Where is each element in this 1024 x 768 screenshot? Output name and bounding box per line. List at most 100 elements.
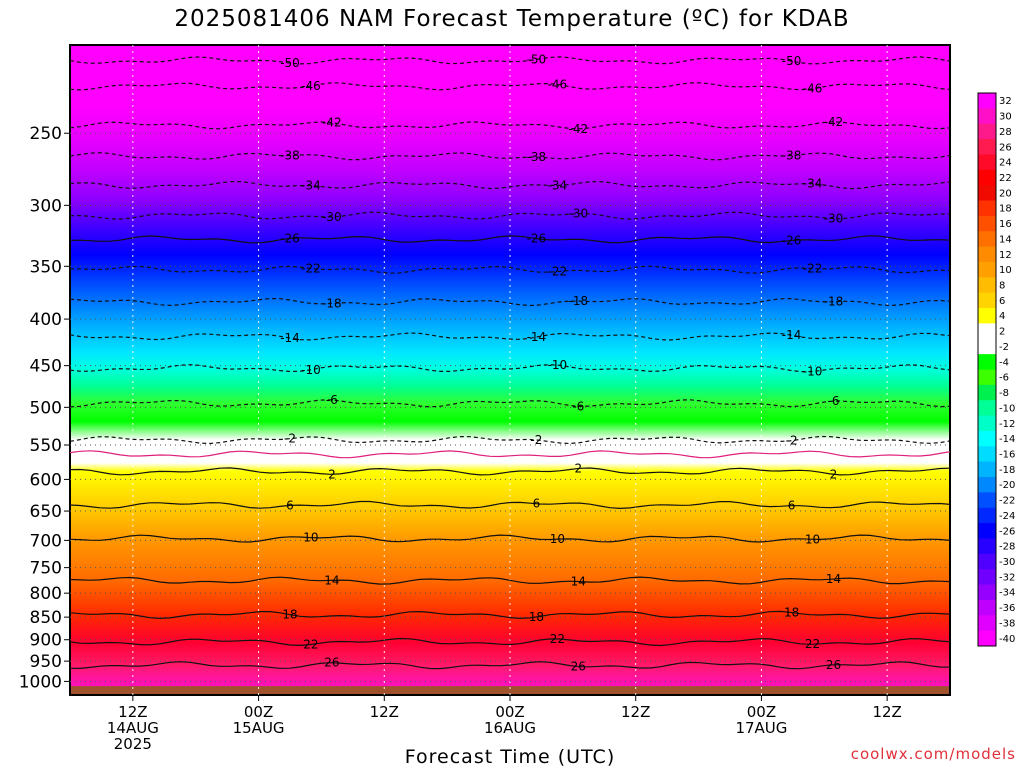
colorbar-swatch (978, 139, 996, 155)
contour-label: -46 (803, 82, 823, 96)
y-tick-label: 650 (30, 502, 62, 522)
colorbar-label: 30 (999, 112, 1012, 123)
colorbar-label: 24 (999, 158, 1012, 169)
contour-label: -6 (326, 393, 338, 407)
y-tick-label: 250 (30, 124, 62, 144)
contour-label: -14 (527, 330, 547, 344)
contour-label: 14 (571, 575, 586, 589)
x-axis-label: Forecast Time (UTC) (404, 746, 616, 768)
contour-label: 6 (788, 499, 796, 513)
colorbar-label: -32 (999, 572, 1015, 583)
y-tick-label: 600 (30, 470, 62, 490)
contour-label: -42 (569, 122, 589, 136)
colorbar-label: -22 (999, 496, 1015, 507)
x-tick-label: 16AUG (484, 719, 536, 737)
contour-label: -26 (782, 233, 802, 247)
colorbar-swatch (978, 400, 996, 417)
colorbar-swatch (978, 477, 996, 493)
x-tick-label: 12Z (370, 703, 399, 721)
contour-line (69, 467, 951, 476)
contour-line (69, 82, 951, 91)
contour-line (69, 500, 951, 510)
contour-label: -38 (527, 150, 547, 164)
colorbar-label: 8 (999, 281, 1005, 292)
contour-label: 22 (303, 638, 318, 652)
colorbar-swatch (978, 292, 996, 309)
colorbar-label: -4 (999, 357, 1009, 368)
colorbar-label: 18 (999, 204, 1012, 215)
x-tick-label: 12Z (621, 703, 650, 721)
contour-label: -30 (569, 207, 589, 221)
colorbar-swatch (978, 492, 996, 509)
contour-label: -38 (280, 149, 300, 163)
colorbar-label: 14 (999, 234, 1012, 245)
colorbar-swatch (978, 93, 996, 109)
colorbar-swatch (978, 277, 996, 294)
colorbar-label: -12 (999, 419, 1015, 430)
colorbar-swatch (978, 523, 996, 539)
contour-label: -38 (782, 149, 802, 163)
y-tick-label: 750 (30, 559, 62, 579)
colorbar-label: -40 (999, 634, 1015, 645)
y-tick-label: 800 (30, 584, 62, 604)
contour-label: -18 (569, 294, 589, 308)
contour-label: 26 (324, 656, 339, 670)
contour-label: 26 (826, 658, 841, 672)
contour-label: -50 (280, 56, 300, 70)
contour-label: -30 (322, 210, 342, 224)
colorbar-label: 26 (999, 142, 1012, 153)
contour-line (69, 180, 951, 190)
contour-lines: -50 -50 -50-46 -46 -46-42 -42-42-38 -38 -38-34-… (69, 52, 951, 674)
colorbar-swatch (978, 553, 996, 570)
contour-label: -22 (803, 262, 823, 276)
contour-label: 2 (574, 461, 582, 475)
y-tick-label: 500 (30, 398, 62, 418)
contour-label: -10 (301, 363, 321, 377)
colorbar-label: -38 (999, 618, 1015, 629)
contour-label: -18 (322, 296, 342, 310)
contour-label: 14 (826, 572, 841, 586)
contour-line (69, 610, 951, 620)
colorbar-swatch (978, 323, 996, 340)
contour-label: -14 (782, 328, 802, 342)
contour-label: 14 (324, 573, 339, 587)
contour-label: -22 (301, 261, 321, 275)
contour-label: 18 (529, 610, 544, 624)
contour-label: 2 (328, 467, 336, 481)
contour-label: 10 (805, 532, 820, 546)
colorbar-swatch (978, 354, 996, 370)
colorbar-swatch (978, 430, 996, 447)
y-tick-label: 350 (30, 257, 62, 277)
colorbar-swatch (978, 200, 996, 217)
contour-label: -34 (548, 178, 568, 192)
y-tick-label: 950 (30, 652, 62, 672)
colorbar-swatch (978, 369, 996, 386)
colorbar-label: 32 (999, 96, 1012, 107)
colorbar-swatch (978, 461, 996, 478)
y-tick-label: 1000 (19, 672, 62, 692)
contour-label: 6 (286, 498, 294, 512)
colorbar-swatch (978, 108, 996, 125)
ground-layer (70, 686, 950, 695)
credit-text: coolwx.com/models (850, 745, 1016, 763)
contour-label: -42 (322, 116, 342, 130)
colorbar-label: -26 (999, 526, 1015, 537)
colorbar-swatch (978, 415, 996, 432)
contour-line (69, 235, 951, 244)
colorbar-label: -28 (999, 542, 1015, 553)
contour-label: -34 (301, 179, 321, 193)
contour-line (69, 637, 951, 647)
colorbar-swatch (978, 384, 996, 401)
contour-label: -26 (280, 231, 300, 245)
contour-label: 10 (550, 532, 565, 546)
colorbar-label: -8 (999, 388, 1009, 399)
contour-line (69, 332, 951, 341)
contour-label: -42 (824, 115, 844, 129)
colorbar-label: 2 (999, 327, 1005, 338)
contour-label: 22 (550, 632, 565, 646)
contour-label: 18 (784, 605, 799, 619)
colorbar-label: 20 (999, 188, 1012, 199)
colorbar-label: -2 (999, 342, 1009, 353)
colorbar-swatch (978, 446, 996, 463)
